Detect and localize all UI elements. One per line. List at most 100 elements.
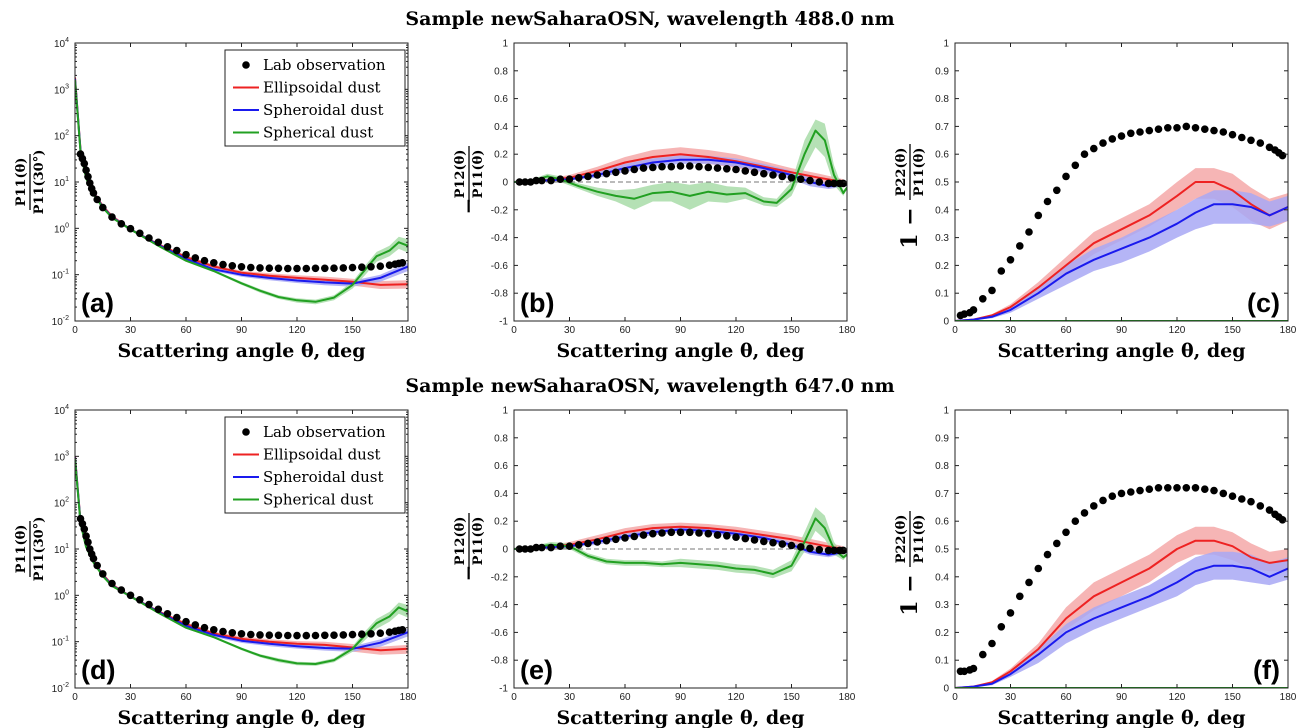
y-tick-base: 10 (54, 85, 66, 96)
data-point (760, 169, 768, 178)
data-point (575, 541, 583, 549)
data-point (676, 528, 685, 537)
data-point (532, 176, 540, 185)
data-point (311, 631, 320, 640)
x-tick-label: 120 (289, 325, 306, 336)
y-label-numerator: P22(θ) (894, 515, 909, 564)
y-tick-label: 10-2 (52, 315, 69, 328)
data-point (321, 264, 329, 273)
y-tick-label: 0.8 (935, 94, 949, 105)
legend-label: Lab observation (263, 56, 386, 74)
data-point (1080, 509, 1089, 517)
data-point (89, 189, 98, 197)
x-tick-label: 150 (1224, 325, 1241, 336)
y-label-minus: − (456, 565, 480, 582)
data-point (621, 167, 629, 175)
data-point (1099, 496, 1107, 505)
data-point (997, 623, 1006, 631)
data-point (621, 534, 629, 542)
x-tick-label: 120 (1169, 692, 1186, 703)
plot-area (514, 507, 847, 579)
data-point (398, 626, 407, 634)
x-tick-label: 90 (1116, 692, 1128, 703)
x-tick-label: 90 (675, 325, 687, 336)
data-point (732, 165, 740, 174)
data-point (556, 542, 565, 550)
data-point (1006, 609, 1015, 617)
plot-area (75, 75, 408, 305)
data-point (1099, 139, 1107, 147)
data-point (815, 178, 824, 186)
data-point (988, 639, 996, 648)
legend-label: Ellipsoidal dust (263, 446, 381, 464)
data-point (969, 306, 978, 314)
y-tick-exponent: -2 (63, 682, 69, 689)
x-tick-label: 60 (180, 692, 192, 703)
data-point (686, 162, 694, 170)
x-tick-label: 150 (783, 325, 800, 336)
y-tick-label: 0.9 (935, 433, 949, 444)
y-tick-label: 103 (54, 450, 69, 463)
panel-f: 0 30 60 90 120 150 180 0 0.1 0.2 0.3 0.4 0.5 0.6 0.7 0.… (894, 406, 1297, 728)
y-axis-label: P11(θ) P11(30°) (14, 517, 47, 582)
data-point (979, 295, 987, 303)
data-point (1016, 592, 1024, 601)
data-point (639, 531, 648, 539)
data-point (1191, 124, 1200, 132)
data-point (969, 664, 978, 673)
data-point (649, 163, 657, 172)
y-tick-label: 0.7 (935, 489, 949, 500)
y-label-minus: − (456, 198, 480, 215)
data-point (200, 623, 209, 632)
data-point (84, 172, 92, 181)
x-tick-label: 150 (344, 692, 361, 703)
series-band-1 (955, 190, 1288, 321)
data-point (1256, 139, 1265, 147)
x-tick-label: 0 (511, 692, 517, 703)
data-point (1164, 124, 1172, 132)
series-line-2 (514, 517, 847, 575)
data-point (1145, 126, 1154, 135)
y-tick-label: 0.2 (494, 150, 508, 161)
data-point (1127, 488, 1135, 496)
data-point (639, 164, 648, 172)
y-tick-exponent: 2 (65, 130, 69, 137)
data-point (521, 545, 529, 553)
data-point (117, 220, 126, 228)
data-point (108, 579, 116, 588)
data-point (1238, 495, 1246, 503)
y-tick-base: 10 (54, 224, 66, 235)
x-axis-label: Scattering angle θ, deg (997, 340, 1245, 362)
data-point (1016, 242, 1024, 250)
x-tick-label: 30 (1005, 692, 1017, 703)
panel-c: 0 30 60 90 120 150 180 0 0.1 0.2 0.3 0.4 0.5 0.6 0.7 0.… (894, 39, 1297, 363)
x-tick-label: 120 (289, 692, 306, 703)
data-point (302, 264, 311, 273)
legend-label: Ellipsoidal dust (263, 79, 381, 97)
x-tick-label: 0 (72, 692, 78, 703)
data-point (173, 613, 181, 622)
data-point (602, 536, 611, 545)
data-point (538, 176, 546, 185)
legend-label: Lab observation (263, 423, 386, 441)
data-point (237, 630, 246, 638)
y-tick-label: 0.2 (935, 261, 949, 272)
data-point (667, 162, 676, 171)
data-point (824, 546, 833, 555)
y-tick-label: 0.4 (494, 122, 508, 133)
data-point (1210, 486, 1218, 495)
legend-box (224, 416, 406, 514)
y-tick-label: -0.2 (491, 572, 509, 583)
data-point (1154, 125, 1163, 133)
y-label-numerator: P11(θ) (14, 525, 29, 574)
data-point (1034, 564, 1043, 573)
data-point (630, 165, 639, 174)
data-point (1219, 128, 1228, 136)
y-tick-label: 10-1 (52, 636, 69, 649)
y-tick-label: 0.5 (935, 545, 949, 556)
data-point (797, 543, 805, 551)
data-point (806, 176, 814, 185)
data-point (532, 543, 540, 552)
y-label-numerator: P11(θ) (14, 158, 29, 207)
data-point (723, 532, 731, 540)
